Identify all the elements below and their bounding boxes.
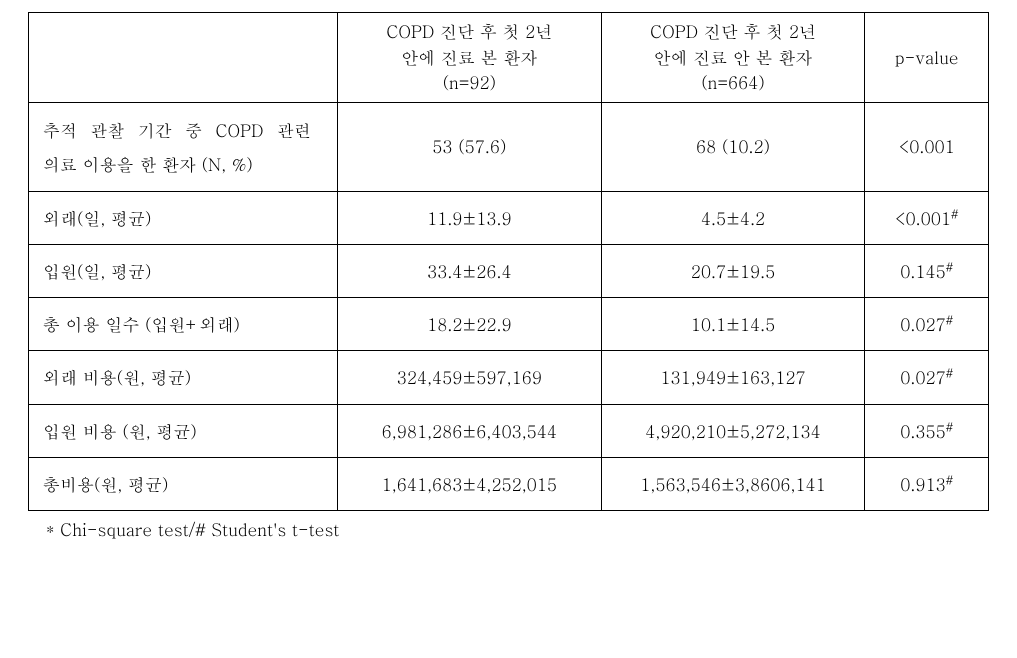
header-group2-line1: COPD 진단 후 첫 2년 (650, 19, 816, 43)
header-blank (29, 13, 338, 103)
table-header-row: COPD 진단 후 첫 2년 안에 진료 본 환자 (n=92) COPD 진단… (29, 13, 989, 103)
table-row: 외래 비용(원, 평균) 324,459±597,169 131,949±163… (29, 351, 989, 404)
cell-pvalue: 0.027# (865, 351, 989, 404)
row-label: 입원(일, 평균) (29, 244, 338, 297)
cell-group1: 33.4±26.4 (338, 244, 602, 297)
header-group1-line2: 안에 진료 본 환자 (401, 45, 537, 69)
cell-group2: 68 (10.2) (601, 102, 865, 191)
table-row: 입원 비용 (원, 평균) 6,981,286±6,403,544 4,920,… (29, 404, 989, 457)
cell-group1: 1,641,683±4,252,015 (338, 457, 602, 510)
cell-pvalue: 0.027# (865, 298, 989, 351)
cell-group2: 20.7±19.5 (601, 244, 865, 297)
sup-marker: # (951, 206, 958, 222)
cell-pvalue: 0.145# (865, 244, 989, 297)
cell-group2: 1,563,546±3,8606,141 (601, 457, 865, 510)
cell-pvalue: <0.001# (865, 191, 989, 244)
cell-group2: 131,949±163,127 (601, 351, 865, 404)
row-label: 총 이용 일수 (입원+외래) (29, 298, 338, 351)
sup-marker: # (946, 259, 953, 275)
cell-group1: 18.2±22.9 (338, 298, 602, 351)
table-footnote: * Chi-square test/# Student's t-test (28, 511, 989, 541)
header-pvalue: p-value (865, 13, 989, 103)
sup-marker: # (946, 419, 953, 435)
header-group2: COPD 진단 후 첫 2년 안에 진료 안 본 환자 (n=664) (601, 13, 865, 103)
header-group2-line2: 안에 진료 안 본 환자 (654, 45, 813, 69)
cell-pvalue: <0.001 (865, 102, 989, 191)
row-label: 입원 비용 (원, 평균) (29, 404, 338, 457)
row-label: 외래(일, 평균) (29, 191, 338, 244)
row-label: 외래 비용(원, 평균) (29, 351, 338, 404)
header-group1-line3: (n=92) (443, 70, 496, 94)
cell-pvalue: 0.355# (865, 404, 989, 457)
cell-group1: 53 (57.6) (338, 102, 602, 191)
comparison-table: COPD 진단 후 첫 2년 안에 진료 본 환자 (n=92) COPD 진단… (28, 12, 989, 511)
cell-group2: 4,920,210±5,272,134 (601, 404, 865, 457)
row-label-line1: 추적 관찰 기간 중 COPD 관련 (43, 113, 325, 147)
table-row: 총비용(원, 평균) 1,641,683±4,252,015 1,563,546… (29, 457, 989, 510)
cell-group1: 324,459±597,169 (338, 351, 602, 404)
sup-marker: # (946, 472, 953, 488)
cell-group2: 4.5±4.2 (601, 191, 865, 244)
sup-marker: # (946, 312, 953, 328)
table-row: 입원(일, 평균) 33.4±26.4 20.7±19.5 0.145# (29, 244, 989, 297)
cell-group1: 6,981,286±6,403,544 (338, 404, 602, 457)
table-row: 총 이용 일수 (입원+외래) 18.2±22.9 10.1±14.5 0.02… (29, 298, 989, 351)
row-label-line2: 의료 이용을 한 환자 (N, %) (43, 147, 325, 181)
sup-marker: # (946, 366, 953, 382)
header-group2-line3: (n=664) (701, 70, 765, 94)
header-group1-line1: COPD 진단 후 첫 2년 (386, 19, 552, 43)
cell-pvalue: 0.913# (865, 457, 989, 510)
table-row: 추적 관찰 기간 중 COPD 관련 의료 이용을 한 환자 (N, %) 53… (29, 102, 989, 191)
row-label: 추적 관찰 기간 중 COPD 관련 의료 이용을 한 환자 (N, %) (29, 102, 338, 191)
row-label: 총비용(원, 평균) (29, 457, 338, 510)
cell-group2: 10.1±14.5 (601, 298, 865, 351)
header-group1: COPD 진단 후 첫 2년 안에 진료 본 환자 (n=92) (338, 13, 602, 103)
cell-group1: 11.9±13.9 (338, 191, 602, 244)
table-row: 외래(일, 평균) 11.9±13.9 4.5±4.2 <0.001# (29, 191, 989, 244)
